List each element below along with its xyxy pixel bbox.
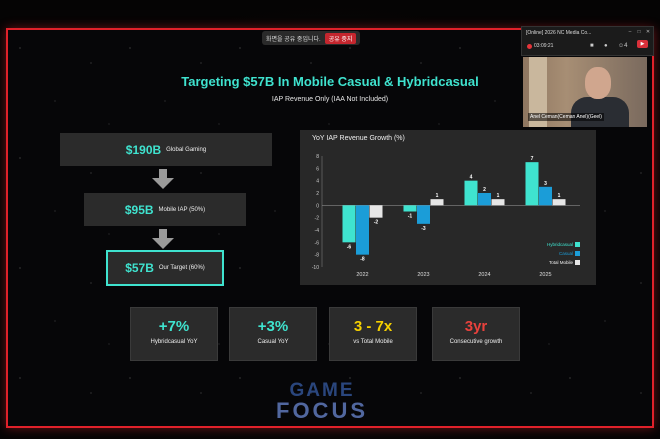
watermark-line-1: GAME bbox=[289, 380, 355, 401]
kpi-value: 3 - 7x bbox=[353, 318, 393, 335]
kpi-value: +3% bbox=[257, 318, 289, 335]
bar-total-mobile bbox=[369, 205, 383, 218]
kpi-card-vs-total-mobile: 3 - 7x vs Total Mobile bbox=[329, 307, 417, 361]
participant-avatar-body bbox=[571, 97, 629, 127]
funnel-value: $57B bbox=[125, 261, 154, 275]
participant-avatar-head bbox=[585, 67, 611, 99]
y-tick-label: -6 bbox=[315, 240, 320, 246]
x-tick-label: 2022 bbox=[356, 272, 368, 278]
bar-hybridcasual bbox=[342, 205, 356, 243]
microphone-icon[interactable]: ● bbox=[604, 43, 608, 49]
data-label: 1 bbox=[558, 193, 561, 199]
slide-subtitle: IAP Revenue Only (IAA Not Included) bbox=[271, 96, 389, 103]
data-label: -6 bbox=[347, 244, 352, 250]
y-tick-label: -2 bbox=[315, 216, 320, 222]
bar-casual bbox=[417, 205, 430, 224]
legend-label: Hybridcasual bbox=[547, 242, 573, 247]
kpi-card-hybridcasual: +7% Hybridcasual YoY bbox=[130, 307, 218, 361]
leave-call-icon[interactable]: ▶ bbox=[637, 40, 648, 48]
legend-label: Total Mobile bbox=[549, 260, 574, 265]
camera-icon[interactable]: ■ bbox=[590, 43, 594, 49]
kpi-value: +7% bbox=[158, 318, 190, 335]
data-label: -2 bbox=[374, 220, 379, 226]
data-label: -3 bbox=[421, 226, 426, 232]
legend-label: Casual bbox=[559, 251, 573, 256]
legend-swatch bbox=[575, 260, 580, 265]
bar-total-mobile bbox=[491, 199, 505, 206]
funnel-value: $190B bbox=[125, 142, 162, 157]
x-tick-label: 2025 bbox=[539, 272, 551, 278]
kpi-label: Hybridcasual YoY bbox=[150, 339, 198, 345]
y-tick-label: 0 bbox=[316, 203, 319, 209]
watermark-line-2: FOCUS bbox=[276, 398, 368, 423]
participants-icon[interactable]: ☺4 bbox=[618, 43, 628, 49]
arrow-down-icon bbox=[152, 169, 174, 189]
data-label: 4 bbox=[470, 175, 473, 181]
bar-hybridcasual bbox=[403, 205, 417, 212]
x-tick-label: 2024 bbox=[478, 272, 490, 278]
funnel-label: Our Target (60%) bbox=[158, 265, 205, 271]
share-status-text: 화면을 공유 중입니다. bbox=[266, 36, 321, 43]
maximize-icon[interactable]: □ bbox=[637, 29, 641, 35]
bar-total-mobile bbox=[552, 199, 566, 206]
funnel-box-mobile-iap: $95B Mobile IAP (50%) bbox=[84, 193, 246, 226]
growth-chart-panel: YoY IAP Revenue Growth (%) 8 6 4 2 0 -2 -4 -6 -8… bbox=[300, 130, 596, 285]
y-tick-label: -4 bbox=[315, 228, 320, 234]
screen-share-border bbox=[6, 28, 654, 428]
stop-sharing-button[interactable]: 공유 중지 bbox=[324, 32, 357, 44]
legend-swatch bbox=[575, 242, 580, 247]
participant-count: 4 bbox=[624, 43, 628, 49]
kpi-card-casual: +3% Casual YoY bbox=[229, 307, 317, 361]
minimize-icon[interactable]: – bbox=[628, 29, 632, 35]
slide-title: Targeting $57B In Mobile Casual & Hybrid… bbox=[181, 74, 479, 89]
funnel-label: Global Gaming bbox=[166, 146, 207, 153]
kpi-card-consecutive-growth: 3yr Consecutive growth bbox=[432, 307, 520, 361]
kpi-label: Casual YoY bbox=[257, 339, 289, 345]
bar-casual bbox=[539, 186, 552, 206]
chart-title: YoY IAP Revenue Growth (%) bbox=[312, 135, 405, 142]
data-label: -1 bbox=[408, 214, 413, 220]
kpi-label: Consecutive growth bbox=[449, 339, 503, 345]
screen-share-bar: 화면을 공유 중입니다. 공유 중지 bbox=[262, 31, 361, 45]
call-window-title: [Online] 2026 NC Media Co... bbox=[526, 30, 592, 36]
x-tick-label: 2023 bbox=[417, 272, 429, 278]
recording-icon bbox=[527, 44, 532, 49]
y-tick-label: 8 bbox=[316, 154, 319, 160]
data-label: 7 bbox=[531, 156, 534, 162]
bar-hybridcasual bbox=[525, 162, 539, 206]
y-tick-label: 2 bbox=[316, 191, 319, 197]
bar-casual bbox=[356, 205, 369, 255]
bar-casual bbox=[478, 193, 491, 206]
legend-swatch bbox=[575, 251, 580, 256]
data-label: -8 bbox=[360, 257, 365, 263]
data-label: 1 bbox=[497, 193, 500, 199]
data-label: 1 bbox=[436, 193, 439, 199]
bar-total-mobile bbox=[430, 199, 444, 206]
call-timer: 03:09:21 bbox=[534, 43, 554, 49]
video-background-door bbox=[529, 57, 547, 127]
video-call-header: [Online] 2026 NC Media Co... – □ ✕ 03:09… bbox=[521, 26, 654, 56]
y-tick-label: -10 bbox=[312, 265, 319, 271]
growth-bar-chart: 8 6 4 2 0 -2 -4 -6 -8 -10 2022 -6 -8 -2 2023 -1 -3 1 2024 4… bbox=[312, 154, 580, 278]
funnel-box-global-gaming: $190B Global Gaming bbox=[60, 133, 272, 166]
y-tick-label: 4 bbox=[316, 179, 319, 185]
funnel-label: Mobile IAP (50%) bbox=[158, 206, 206, 213]
arrow-down-icon bbox=[152, 229, 174, 249]
data-label: 3 bbox=[544, 181, 547, 187]
data-label: 2 bbox=[483, 187, 486, 193]
game-focus-watermark: GAME FOCUS bbox=[262, 380, 382, 423]
kpi-value: 3yr bbox=[464, 318, 488, 335]
close-icon[interactable]: ✕ bbox=[645, 29, 651, 35]
participant-name: Anel Ceman(Ceman Anel)(Geel) bbox=[528, 113, 604, 121]
y-tick-label: 6 bbox=[316, 166, 319, 172]
funnel-box-our-target: $57B Our Target (60%) bbox=[106, 250, 224, 286]
kpi-label: vs Total Mobile bbox=[353, 339, 393, 345]
y-tick-label: -8 bbox=[315, 253, 320, 259]
funnel-value: $95B bbox=[124, 202, 154, 217]
bar-hybridcasual bbox=[464, 180, 478, 206]
